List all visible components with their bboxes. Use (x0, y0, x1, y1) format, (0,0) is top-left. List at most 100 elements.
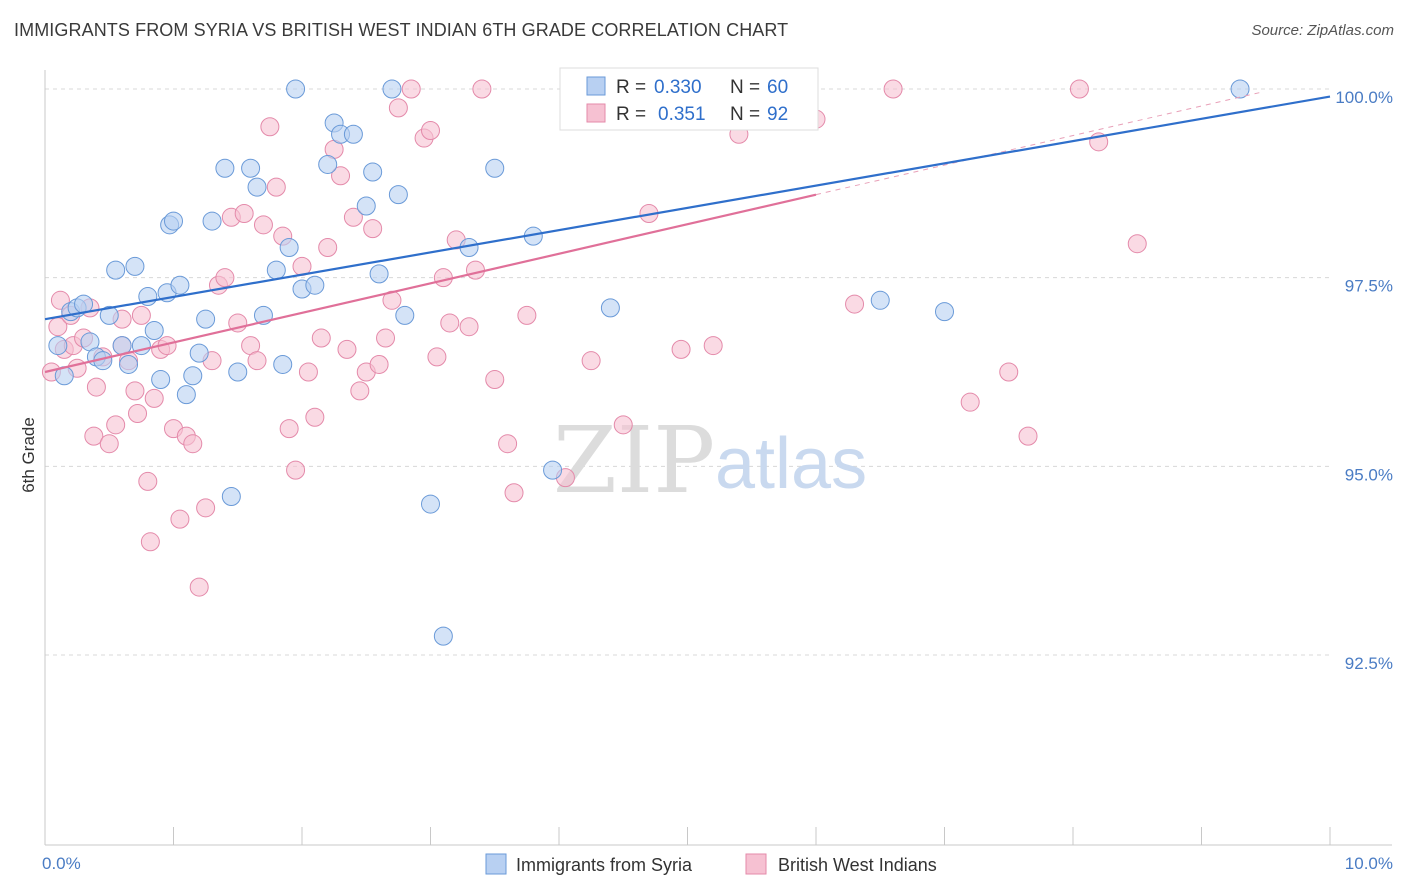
legend-n-value-pink: 92 (767, 104, 788, 125)
data-point (241, 158, 261, 178)
data-point (671, 339, 691, 359)
data-point (517, 305, 537, 325)
legend-n-value-blue: 60 (767, 77, 788, 98)
data-point (234, 204, 254, 224)
data-point (331, 166, 351, 186)
data-point (221, 487, 241, 507)
bottom-legend-swatch-pink (745, 853, 767, 875)
data-point (99, 305, 119, 325)
data-point (1127, 234, 1147, 254)
trend-lines (44, 92, 1331, 374)
data-point (459, 317, 479, 337)
data-point (151, 370, 171, 390)
x-tick-labels: 0.0% 10.0% (42, 854, 1393, 873)
data-point (999, 362, 1019, 382)
data-point (183, 434, 203, 454)
data-point (356, 196, 376, 216)
y-tick-label: 100.0% (1335, 88, 1393, 107)
data-point (189, 343, 209, 363)
data-point (472, 79, 492, 99)
data-point (247, 177, 267, 197)
data-point (215, 158, 235, 178)
trend-extension-pink (815, 92, 1260, 196)
watermark-zip: ZIP (553, 407, 715, 514)
data-point (305, 275, 325, 295)
data-point (318, 154, 338, 174)
axes (44, 70, 1392, 846)
data-point (883, 79, 903, 99)
source-credit: Source: ZipAtlas.com (1251, 22, 1394, 39)
data-point (395, 305, 415, 325)
data-point (298, 362, 318, 382)
data-point (266, 177, 286, 197)
data-point (421, 121, 440, 141)
watermark-atlas: atlas (715, 424, 867, 504)
data-point (140, 532, 160, 552)
legend-r-value-pink: 0.351 (658, 104, 706, 125)
series-legend: Immigrants from Syria British West India… (485, 853, 937, 875)
data-point (183, 366, 203, 386)
legend-swatch-blue (586, 76, 606, 96)
data-point (228, 362, 248, 382)
data-point (125, 381, 145, 401)
data-point (247, 351, 267, 371)
data-point (260, 117, 280, 137)
data-point (253, 215, 273, 235)
data-point (369, 354, 389, 374)
data-point (343, 207, 363, 227)
x-tick-label: 0.0% (42, 854, 81, 873)
data-point (144, 388, 164, 408)
data-point (870, 290, 890, 310)
legend-r-label-blue: R = (616, 77, 646, 98)
data-point (382, 79, 402, 99)
y-tick-labels: 100.0% 97.5% 95.0% 92.5% (1335, 88, 1393, 673)
data-point (202, 211, 222, 231)
data-point (363, 162, 383, 182)
stats-legend: R = 0.330 N = 60 R = 0.351 N = 92 (559, 67, 819, 131)
data-point (189, 577, 209, 597)
data-point (440, 313, 460, 333)
data-point (144, 320, 164, 340)
data-point (128, 404, 148, 424)
data-point (600, 298, 620, 318)
data-point (84, 426, 104, 446)
data-point (106, 415, 126, 435)
data-point (369, 264, 389, 284)
data-point (401, 79, 421, 99)
data-point (1230, 79, 1250, 99)
data-point (485, 370, 505, 390)
data-point (343, 124, 363, 144)
data-point (498, 434, 518, 454)
data-point (164, 211, 183, 231)
legend-swatch-pink (586, 103, 606, 123)
data-point (305, 407, 325, 427)
y-tick-label: 95.0% (1345, 465, 1393, 484)
data-point (170, 275, 190, 295)
data-point (106, 260, 126, 280)
data-point (388, 98, 408, 118)
data-point (613, 415, 633, 435)
data-point (311, 328, 331, 348)
data-point (286, 79, 306, 99)
data-point (427, 347, 447, 367)
data-point (350, 381, 370, 401)
data-point (337, 339, 357, 359)
data-point (433, 268, 453, 288)
data-point (421, 494, 440, 514)
data-point (845, 294, 865, 314)
x-tick-label: 10.0% (1345, 854, 1393, 873)
data-point (363, 219, 383, 239)
data-point (125, 256, 145, 276)
trend-line-pink (44, 193, 817, 374)
bottom-legend-label-blue: Immigrants from Syria (516, 855, 693, 875)
data-point (1018, 426, 1038, 446)
data-point (273, 354, 293, 374)
legend-r-label-pink: R = (616, 104, 646, 125)
data-point (703, 336, 723, 356)
y-tick-label: 92.5% (1345, 654, 1393, 673)
data-point (935, 302, 954, 322)
data-point (279, 419, 299, 439)
data-point (170, 509, 190, 529)
series-immigrants-from-syria (48, 79, 1250, 646)
data-point (433, 626, 453, 646)
